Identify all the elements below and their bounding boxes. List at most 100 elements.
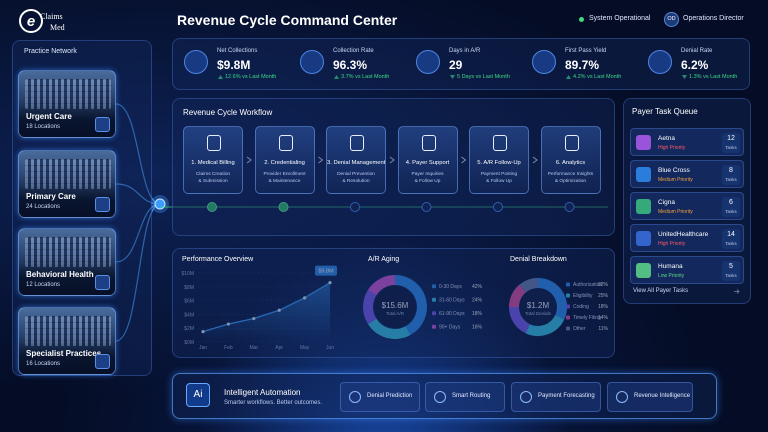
practice-locations: 18 Locations: [26, 124, 61, 130]
line-point: [328, 281, 332, 285]
legend-value: 18%: [598, 304, 609, 310]
payer-link[interactable]: View All Payer Tasks: [633, 288, 689, 294]
donut-segment: [394, 275, 427, 336]
donut-segment: [519, 278, 539, 293]
kpi-icon: [300, 50, 324, 74]
y-tick-label: $6M: [184, 299, 194, 305]
legend-swatch: [566, 293, 570, 298]
step-icon: [278, 135, 293, 151]
step-title: 5. A/R Follow-Up: [477, 160, 521, 166]
user-role[interactable]: Operations Director: [683, 15, 744, 22]
feature-icon: [434, 391, 446, 403]
donut-label: Total A/R: [386, 311, 405, 316]
payer-priority: Medium Priority: [658, 209, 693, 215]
user-avatar[interactable]: OD: [664, 12, 679, 27]
kpi-trend: [218, 75, 223, 79]
donut-center: [374, 286, 416, 328]
donut-segment: [367, 275, 396, 296]
payer-name: Blue Cross: [658, 167, 690, 174]
step-status: [207, 202, 217, 212]
donut-segment: [509, 284, 527, 308]
feature-icon: [349, 391, 361, 403]
legend-value: 42%: [472, 284, 483, 290]
payer-icon: [636, 231, 651, 246]
step-description: Payment Posting: [480, 172, 518, 177]
line-point: [226, 322, 230, 326]
legend-value: 32%: [598, 282, 609, 288]
feature-button[interactable]: Denial Prediction: [340, 382, 420, 412]
logo: e Claims Med: [18, 8, 78, 36]
workflow-step[interactable]: 5. A/R Follow-Up Payment Posting & Follow …: [469, 126, 529, 194]
practice-icon: [95, 117, 110, 132]
feature-label: Smart Routing: [452, 393, 491, 399]
workflow-step[interactable]: 1. Medical Billing Claims Creation & Submi…: [183, 126, 243, 194]
payer-row[interactable]: Aetna High Priority 12 Tasks: [630, 128, 744, 156]
legend-label: Timely Filing: [573, 315, 601, 321]
legend-value: 24%: [472, 297, 483, 303]
workflow-step[interactable]: 4. Payer Support Payer Inquiries & Follow …: [397, 126, 458, 194]
kpi-trend: [334, 75, 339, 79]
kpi-change: 3.7% vs Last Month: [341, 74, 390, 80]
feature-button[interactable]: Smart Routing: [425, 382, 505, 412]
workflow-title: Revenue Cycle Workflow: [183, 108, 273, 117]
link-arrow: [734, 289, 740, 294]
workflow-step[interactable]: 6. Analytics Performance Insights & Optimi…: [540, 126, 601, 194]
step-icon: [564, 135, 579, 151]
y-tick-label: $10M: [181, 271, 194, 277]
logo-mark: e: [19, 9, 43, 33]
legend-value: 25%: [598, 293, 609, 299]
practice-card[interactable]: Specialist Practices 16 Locations: [18, 307, 116, 375]
step-title: 1. Medical Billing: [191, 160, 235, 166]
automation-title: Intelligent Automation: [224, 388, 301, 397]
connector: [115, 103, 161, 205]
kpi-trend: [566, 75, 571, 79]
payer-row[interactable]: Blue Cross Medium Priority 8 Tasks: [630, 160, 744, 188]
practice-card[interactable]: Primary Care 24 Locations: [18, 150, 116, 218]
feature-button[interactable]: Payment Forecasting: [511, 382, 601, 412]
kpi-icon: [648, 50, 672, 74]
kpi-value: 29: [449, 58, 463, 72]
practice-card[interactable]: Behavioral Health 12 Locations: [18, 228, 116, 296]
payer-row[interactable]: UnitedHealthcare High Priority 14 Tasks: [630, 224, 744, 252]
payer-priority: High Priority: [658, 241, 686, 247]
step-status: [421, 202, 432, 212]
legend-value: 14%: [598, 315, 609, 321]
feature-label: Revenue Intelligence: [634, 393, 691, 399]
payer-row[interactable]: Cigna Medium Priority 6 Tasks: [630, 192, 744, 220]
logo-ring: [19, 9, 43, 33]
feature-label: Payment Forecasting: [538, 393, 595, 399]
legend-swatch: [566, 326, 570, 331]
legend-swatch: [566, 282, 570, 287]
connector: [115, 203, 161, 263]
workflow-step[interactable]: 2. Credentialing Provider Enrollment & Mai…: [254, 126, 315, 194]
payer-name: Aetna: [658, 135, 675, 142]
kpi-icon: [184, 50, 208, 74]
ai-badge: Ai: [186, 383, 210, 407]
kpi-label: Days in A/R: [449, 48, 481, 54]
step-arrow: [318, 156, 324, 164]
feature-label: Denial Prediction: [367, 393, 413, 399]
practice-icon: [95, 275, 110, 290]
payer-icon: [636, 167, 651, 182]
payer-count: 5 Tasks: [722, 261, 740, 281]
payer-row[interactable]: Humana Low Priority 5 Tasks: [630, 256, 744, 284]
step-description: Payer Inquiries: [411, 172, 444, 177]
practice-card[interactable]: Urgent Care 18 Locations: [18, 70, 116, 138]
step-title: 2. Credentialing: [264, 160, 305, 166]
step-description: Provider Enrollment: [263, 172, 306, 177]
practice-icon: [95, 197, 110, 212]
logo-text: Med: [50, 23, 65, 32]
feature-button[interactable]: Revenue Intelligence: [607, 382, 693, 412]
step-arrow: [246, 156, 252, 164]
step-title: 6. Analytics: [555, 160, 586, 166]
legend-swatch: [432, 284, 436, 289]
callout-box: [315, 265, 337, 276]
payer-priority: High Priority: [658, 145, 686, 151]
kpi-icon: [532, 50, 556, 74]
kpi-label: First Pass Yield: [565, 48, 607, 54]
workflow-step[interactable]: 3. Denial Management Denial Prevention & R…: [326, 126, 386, 194]
kpi-trend: [450, 75, 455, 79]
donut-segment: [509, 306, 531, 334]
kpi-panel: [172, 38, 750, 90]
page-title: Revenue Cycle Command Center: [177, 12, 398, 28]
